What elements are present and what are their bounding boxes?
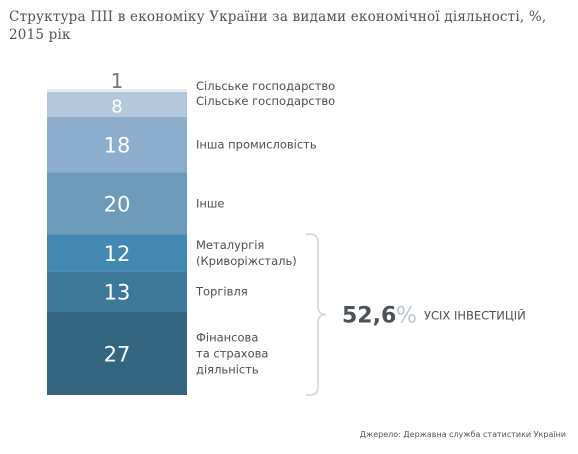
bar-segment-1 xyxy=(47,89,187,93)
bracket xyxy=(306,233,327,396)
source-note: Джерело: Державна служба статистики Укра… xyxy=(359,430,566,439)
category-label-6: Торгівля xyxy=(195,284,248,298)
segment-value-label-1: 1 xyxy=(111,69,124,93)
bar-segment-4 xyxy=(47,172,187,235)
segment-value-label-2: 8 xyxy=(111,96,122,117)
segment-value-label-5: 12 xyxy=(104,242,131,266)
bar-segment-3 xyxy=(47,116,187,173)
segment-value-label-4: 20 xyxy=(104,192,131,216)
category-label-5: Металургія (Криворіжсталь) xyxy=(196,238,297,268)
bar-segment-5 xyxy=(47,234,187,272)
segment-value-label-6: 13 xyxy=(104,280,131,304)
annotation-text: УСІХ ІНВЕСТИЦІЙ xyxy=(424,308,526,323)
chart-title: Структура ПІІ в економіку України за вид… xyxy=(9,9,547,43)
category-label-4: Інше xyxy=(196,196,225,210)
bar-segment-6 xyxy=(47,271,187,312)
category-label-3: Інша промисловість xyxy=(196,138,317,152)
annotation-unit: % xyxy=(396,304,417,329)
bar-segment-7 xyxy=(47,311,187,395)
category-label-7: Фінансова та страхова діяльність xyxy=(196,330,268,376)
category-label-2: Сільське господарство xyxy=(196,94,335,108)
segment-value-label-3: 18 xyxy=(104,134,131,158)
segment-value-label-7: 27 xyxy=(104,342,131,366)
category-label-1: Сільське господарство xyxy=(196,79,335,93)
bar-segment-2 xyxy=(47,92,187,117)
annotation-value: 52,6 xyxy=(342,304,396,329)
